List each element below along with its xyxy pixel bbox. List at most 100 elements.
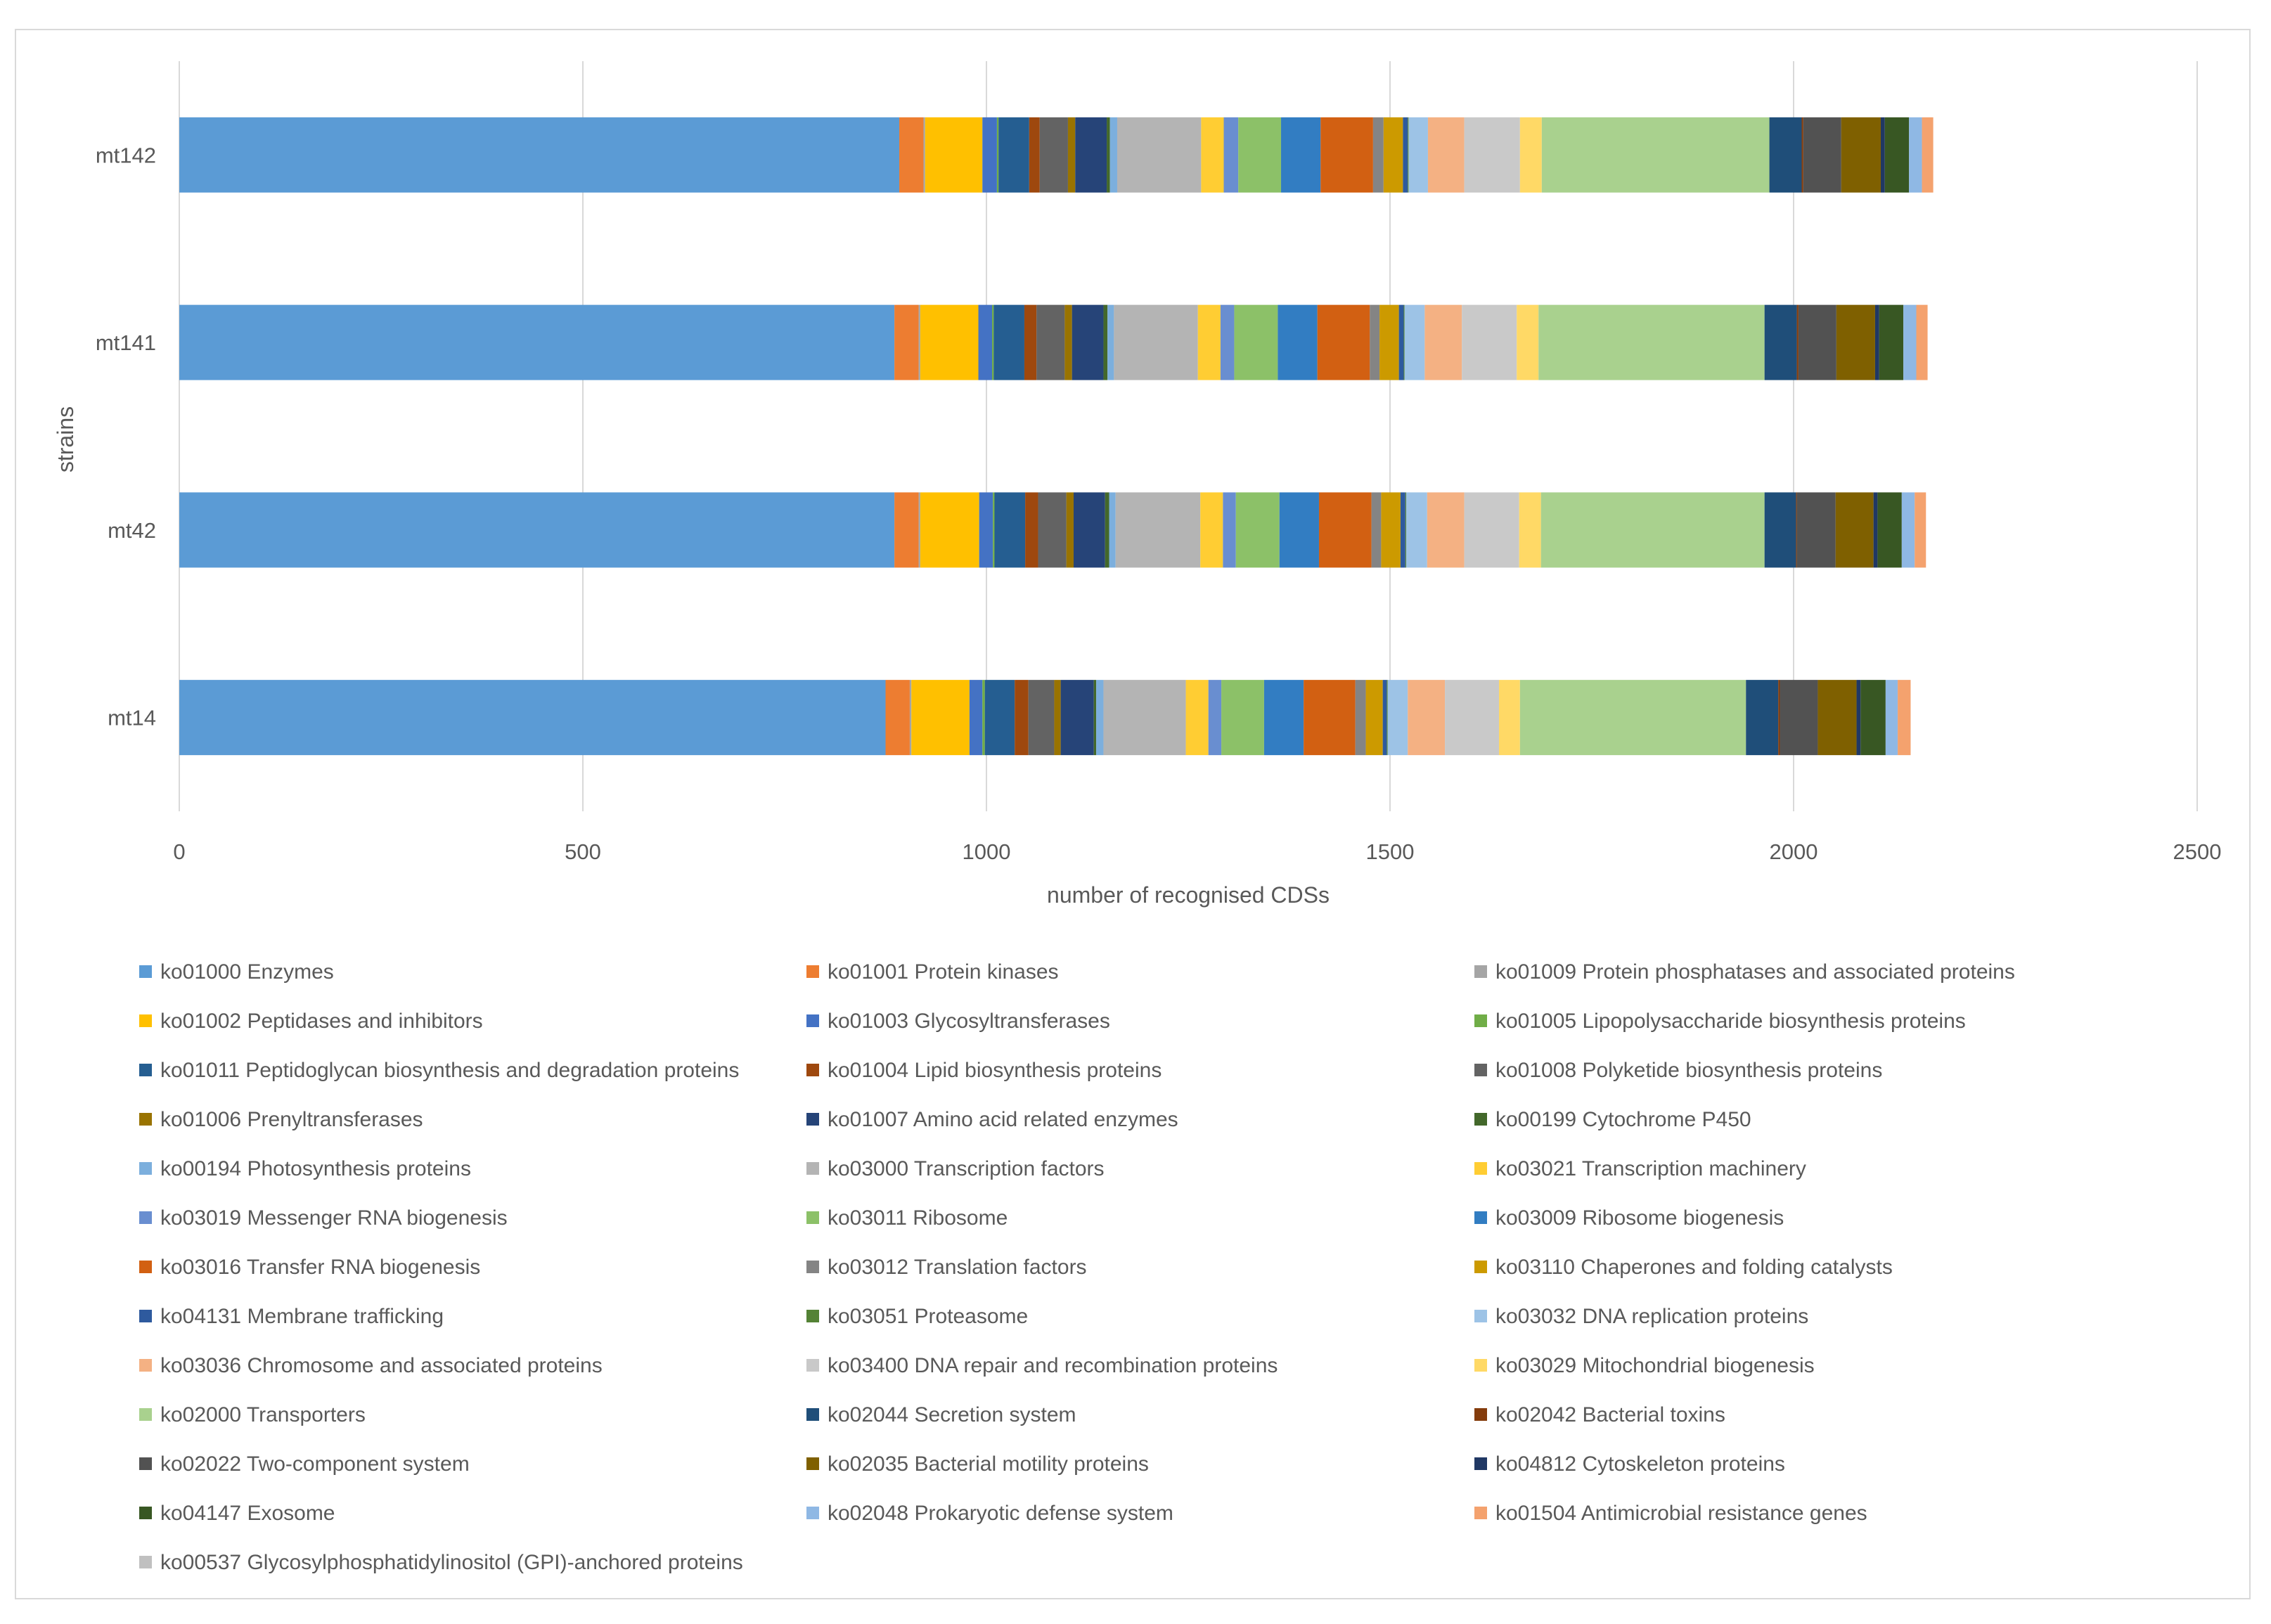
bar-segment [1075,117,1107,193]
legend-label: ko03036 Chromosome and associated protei… [160,1354,603,1377]
bar-segment [1916,304,1928,380]
bar-segment [1778,680,1780,756]
legend-item: ko03012 Translation factors [806,1256,1087,1279]
bar-segment [1318,492,1372,568]
bar-segment [1028,680,1055,756]
bar-segment [179,117,900,193]
bar-segment [982,680,985,756]
legend-label: ko01003 Glycosyltransferases [828,1010,1110,1033]
bar-segment [1898,680,1911,756]
legend-swatch [1474,965,1487,978]
bar-segment [1115,492,1201,568]
bar-mt142 [179,117,1934,193]
bar-segment [1200,492,1223,568]
legend-label: ko01002 Peptidases and inhibitors [160,1010,483,1033]
bar-segment [1764,492,1796,568]
bar-segment [894,492,919,568]
legend-item: ko01003 Glycosyltransferases [806,1010,1110,1033]
bar-segment [1873,492,1878,568]
y-category-labels: mt142 mt141 mt42 mt14 [96,143,156,730]
legend-label: ko01004 Lipid biosynthesis proteins [828,1059,1162,1082]
legend-label: ko03016 Transfer RNA biogenesis [160,1256,480,1279]
bar-segment [1103,680,1186,756]
legend-swatch [139,1014,152,1027]
legend-label: ko00199 Cytochrome P450 [1495,1108,1751,1131]
legend-label: ko03051 Proteasome [828,1305,1028,1328]
legend-swatch [806,1064,819,1076]
bar-segment [1400,492,1405,568]
legend-item: ko01000 Enzymes [139,960,334,984]
bar-segment [1281,117,1321,193]
legend-item: ko03016 Transfer RNA biogenesis [139,1256,480,1279]
bar-segment [1498,680,1520,756]
y-category-label: mt142 [96,143,156,167]
bar-segment [1541,117,1770,193]
legend-item: ko00537 Glycosylphosphatidylinositol (GP… [139,1551,743,1574]
bar-segment [1103,304,1108,380]
bar-segment [1841,117,1881,193]
legend-swatch [139,1359,152,1372]
legend-label: ko02035 Bacterial motility proteins [828,1452,1149,1476]
bar-segment [969,680,983,756]
bar-segment [1197,304,1221,380]
bar-segment [1015,680,1029,756]
legend-item: ko03036 Chromosome and associated protei… [139,1354,603,1377]
legend-swatch [806,1113,819,1126]
legend-swatch [806,1261,819,1273]
bar-segment [1036,304,1065,380]
legend-swatch [139,1556,152,1568]
bar-segment [1769,117,1802,193]
bar-segment [1372,117,1384,193]
legend-label: ko01000 Enzymes [160,960,334,984]
legend-swatch [139,1162,152,1175]
legend-label: ko03000 Transcription factors [828,1157,1105,1180]
legend-label: ko02044 Secretion system [828,1403,1076,1426]
legend-label: ko03032 DNA replication proteins [1495,1305,1808,1328]
bar-segment [1387,680,1408,756]
bar-segment [1836,304,1875,380]
bar-segment [1884,117,1910,193]
bar-segment [1874,304,1879,380]
bar-segment [1039,117,1068,193]
legend-label: ko01005 Lipopolysaccharide biosynthesis … [1495,1010,1966,1033]
legend-item: ko01001 Protein kinases [806,960,1059,984]
y-category-label: mt14 [108,706,156,730]
bar-segment [979,492,993,568]
bar-segment [994,492,1026,568]
x-tick-labels: 0 500 1000 1500 2000 2500 [173,839,2221,864]
bar-segment [998,117,1029,193]
legend-item: ko02035 Bacterial motility proteins [806,1452,1149,1476]
bar-segment [920,492,979,568]
bar-segment [885,680,910,756]
bar-segment [1405,492,1427,568]
legend-swatch [1474,1162,1487,1175]
bar-segment [899,117,924,193]
bar-segment [1054,680,1061,756]
legend-swatch [139,1507,152,1519]
legend-item: ko01504 Antimicrobial resistance genes [1474,1502,1867,1525]
bar-segment [1107,304,1114,380]
bar-segment [1263,680,1304,756]
legend-item: ko01002 Peptidases and inhibitors [139,1010,483,1033]
legend-item: ko01006 Prenyltransferases [139,1108,423,1131]
legend-swatch [139,1310,152,1322]
legend-swatch [806,1457,819,1470]
legend-item: ko02044 Secretion system [806,1403,1076,1426]
bar-segment [1185,680,1209,756]
x-tick-label: 1000 [963,839,1011,864]
legend-swatch [1474,1408,1487,1421]
y-category-label: mt141 [96,330,156,355]
bar-segment [1922,117,1934,193]
bar-segment [1278,304,1318,380]
legend-label: ko03110 Chaperones and folding catalysts [1495,1256,1893,1279]
legend-swatch [806,1162,819,1175]
legend-label: ko02000 Transporters [160,1403,366,1426]
legend-swatch [806,1211,819,1224]
legend-swatch [806,1014,819,1027]
legend-swatch [139,1261,152,1273]
bar-segment [1379,304,1399,380]
bar-segment [1464,117,1520,193]
x-tick-label: 2000 [1770,839,1818,864]
bar-segment [1105,492,1109,568]
bar-segment [1398,304,1404,380]
